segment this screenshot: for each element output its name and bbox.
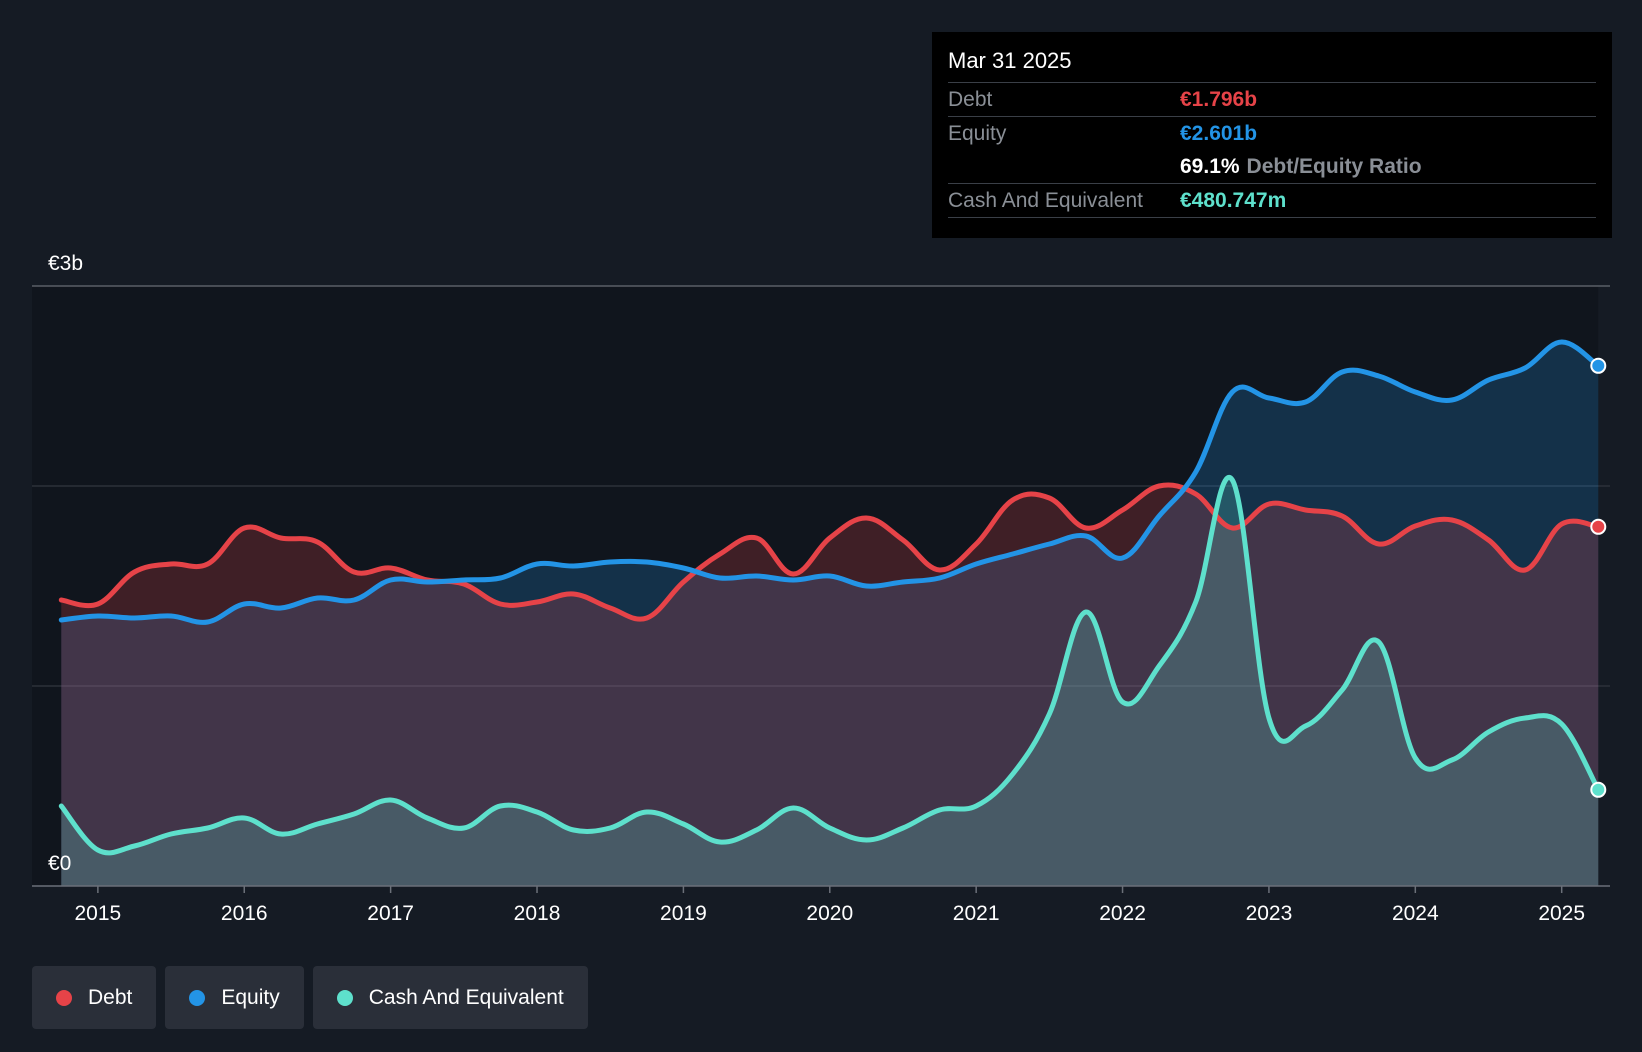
legend-dot-icon xyxy=(189,989,206,1006)
tooltip-date: Mar 31 2025 xyxy=(948,48,1072,73)
hover-region-shade xyxy=(32,286,1599,886)
legend-item-equity[interactable]: Equity xyxy=(165,966,304,1029)
legend-item-cash[interactable]: Cash And Equivalent xyxy=(312,966,588,1029)
legend-label-cash: Cash And Equivalent xyxy=(368,985,564,1009)
x-tick-label: 2023 xyxy=(1246,902,1293,925)
line-cash-and-equivalent xyxy=(58,474,1601,856)
y-axis-label-min: €0 xyxy=(48,852,71,875)
x-tick-label: 2021 xyxy=(953,902,1000,925)
end-marker-debt xyxy=(1590,518,1607,535)
line-debt xyxy=(58,482,1601,622)
tooltip-row-equity: Equity €2.601b xyxy=(948,116,1596,150)
x-tick-labels: 2015 2016 2017 2018 2019 2020 2021 2022 2023 2024… xyxy=(75,886,1585,925)
legend-label-debt: Debt xyxy=(88,985,133,1009)
x-tick-label: 2018 xyxy=(514,902,561,925)
axes: €3b €0 xyxy=(32,252,1610,887)
end-markers xyxy=(1590,357,1607,798)
tooltip-row-ratio: 69.1% Debt/Equity Ratio xyxy=(948,150,1596,183)
tooltip-equity-value: €2.601b xyxy=(1180,121,1258,145)
area-debt xyxy=(61,484,1599,886)
tooltip-cash-value: €480.747m xyxy=(1180,188,1287,212)
area-equity xyxy=(61,341,1599,887)
tooltip-debt-value: €1.796b xyxy=(1180,87,1258,111)
area-fills xyxy=(61,341,1599,887)
legend: Debt Equity Cash And Equivalent xyxy=(32,966,588,1029)
area-cash-and-equivalent xyxy=(61,477,1599,886)
x-tick-label: 2015 xyxy=(75,902,122,925)
series-lines xyxy=(58,339,1601,856)
x-tick-label: 2020 xyxy=(806,902,853,925)
tooltip-ratio-label: Debt/Equity Ratio xyxy=(1246,154,1422,178)
legend-dot-icon xyxy=(336,989,353,1006)
legend-dot-icon xyxy=(56,989,72,1006)
x-tick-label: 2022 xyxy=(1099,902,1146,925)
tooltip-row-cash: Cash And Equivalent €480.747m xyxy=(948,183,1596,218)
tooltip-panel: Mar 31 2025 Debt €1.796b Equity €2.601b … xyxy=(932,32,1612,238)
legend-item-debt[interactable]: Debt xyxy=(32,966,157,1029)
x-tick-label: 2019 xyxy=(660,902,707,925)
x-tick-label: 2024 xyxy=(1392,902,1439,925)
tooltip-row-debt: Debt €1.796b xyxy=(948,82,1596,116)
x-tick-label: 2025 xyxy=(1538,902,1585,925)
y-axis-label-max: €3b xyxy=(48,252,83,275)
tooltip-cash-label: Cash And Equivalent xyxy=(948,188,1143,212)
line-equity xyxy=(58,339,1601,625)
legend-label-equity: Equity xyxy=(221,985,280,1009)
end-marker-equity xyxy=(1590,357,1607,374)
tooltip-ratio-value: 69.1% xyxy=(1180,154,1240,178)
x-tick-label: 2016 xyxy=(221,902,268,925)
tooltip-equity-label: Equity xyxy=(948,121,1007,145)
tooltip-debt-label: Debt xyxy=(948,87,993,111)
end-marker-cash-and-equivalent xyxy=(1590,781,1607,798)
x-tick-label: 2017 xyxy=(367,902,414,925)
